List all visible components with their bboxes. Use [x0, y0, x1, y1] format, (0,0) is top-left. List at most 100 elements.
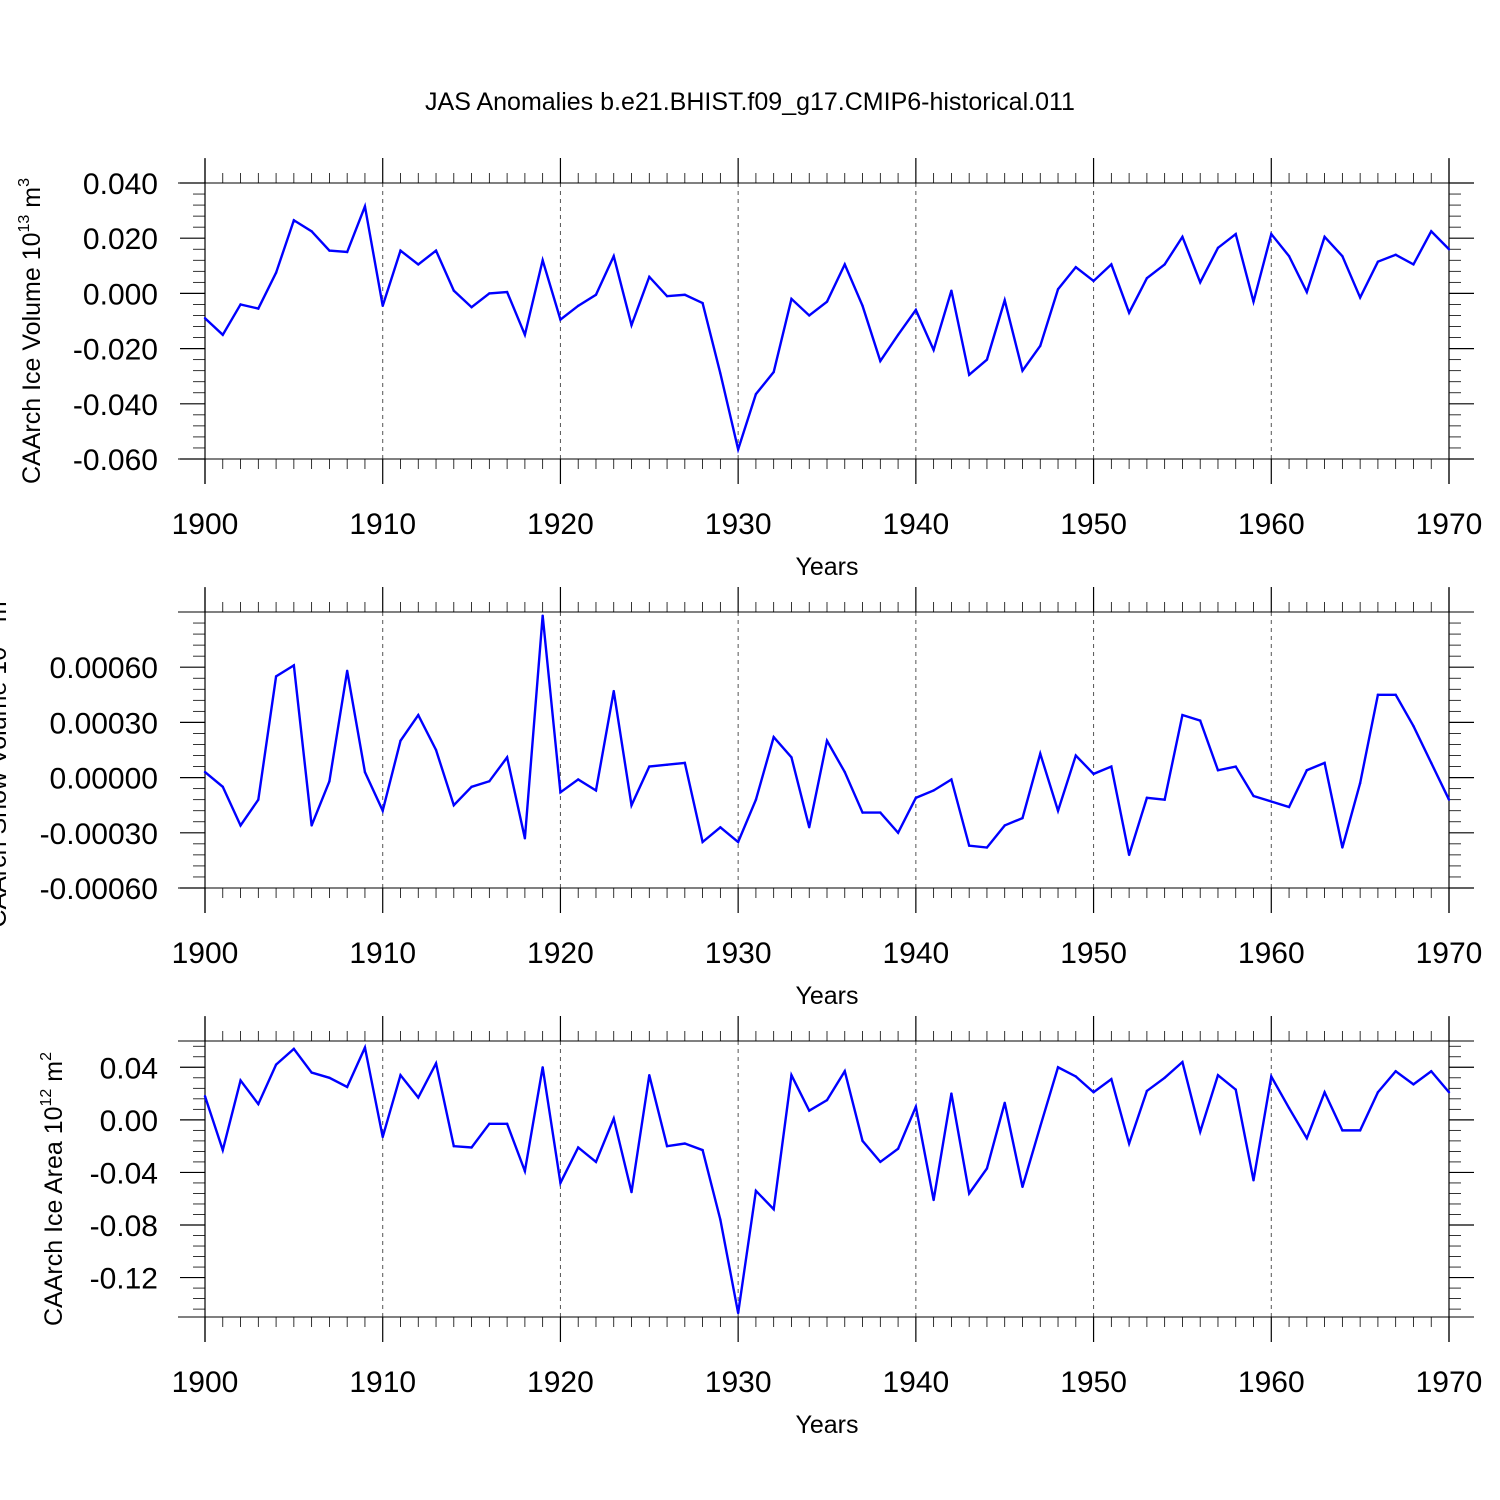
- x-tick-label: 1930: [705, 508, 772, 541]
- data-point: [221, 1148, 224, 1152]
- data-point: [896, 1147, 900, 1150]
- data-point: [630, 1190, 633, 1194]
- data-point: [1430, 1070, 1433, 1073]
- y-tick-label: 0.000: [83, 278, 158, 311]
- data-point: [488, 292, 491, 295]
- x-tick-label: 1970: [1416, 937, 1483, 970]
- y-axis-label: CAArch Snow Volume 1013 m3: [0, 592, 12, 927]
- data-point: [1163, 1076, 1166, 1080]
- data-point: [328, 249, 331, 252]
- x-tick-label: 1910: [349, 937, 416, 970]
- data-point: [1181, 1060, 1184, 1064]
- data-point: [1092, 772, 1095, 776]
- data-point: [257, 1102, 260, 1106]
- data-point: [808, 826, 811, 829]
- x-tick-label: 1920: [527, 1366, 594, 1399]
- y-tick-label: 0.04: [100, 1052, 158, 1085]
- x-tick-label: 1920: [527, 937, 594, 970]
- data-point: [1341, 846, 1344, 849]
- y-tick-label: 0.00000: [50, 763, 158, 796]
- data-point: [1163, 798, 1166, 801]
- data-point: [1199, 281, 1202, 284]
- data-point: [239, 1079, 242, 1082]
- data-point: [274, 1063, 278, 1066]
- y-tick-label: -0.08: [90, 1210, 158, 1243]
- x-tick-label: 1970: [1416, 1366, 1483, 1399]
- data-point: [594, 1160, 598, 1164]
- data-point: [1074, 265, 1078, 269]
- data-point: [434, 748, 438, 752]
- series-line: [203, 1043, 1450, 1314]
- data-point: [736, 840, 740, 844]
- data-point: [736, 448, 740, 451]
- data-point: [399, 739, 402, 742]
- data-point: [772, 370, 775, 374]
- data-point: [239, 824, 242, 827]
- data-point: [896, 831, 900, 834]
- data-point: [577, 304, 580, 308]
- data-point: [914, 308, 918, 312]
- data-point: [523, 837, 527, 840]
- data-point: [1056, 1066, 1060, 1069]
- data-point: [274, 271, 278, 274]
- data-point: [1234, 1088, 1237, 1091]
- data-point: [1252, 1179, 1255, 1182]
- data-point: [203, 1095, 207, 1098]
- data-point: [1181, 713, 1184, 717]
- data-point: [736, 1311, 740, 1315]
- y-axis-label-text: CAArch Ice Area 10: [40, 1106, 68, 1326]
- data-point: [808, 1109, 811, 1112]
- data-point: [790, 1073, 793, 1077]
- y-axis-label-unit-exponent: 2: [38, 1052, 55, 1061]
- data-point: [221, 333, 224, 336]
- data-point: [292, 664, 296, 667]
- data-point: [505, 1122, 509, 1126]
- data-point: [950, 778, 953, 781]
- x-tick-label: 1910: [349, 508, 416, 541]
- data-point: [1021, 1185, 1024, 1189]
- data-point: [754, 392, 758, 396]
- data-point: [1430, 761, 1433, 765]
- data-point: [1270, 1075, 1273, 1078]
- data-point: [665, 1144, 669, 1148]
- data-point: [1412, 1083, 1415, 1086]
- data-point: [1003, 299, 1006, 302]
- x-tick-label: 1950: [1060, 937, 1127, 970]
- data-point: [1358, 1129, 1362, 1132]
- data-point: [1358, 781, 1362, 785]
- data-point: [559, 1181, 562, 1185]
- x-tick-label: 1940: [882, 937, 949, 970]
- data-point: [701, 1148, 704, 1152]
- data-point: [1270, 800, 1273, 803]
- data-point: [1056, 809, 1060, 812]
- y-axis-label-unit: m: [18, 187, 46, 215]
- data-point: [1163, 263, 1166, 266]
- y-axis-label-unit: m: [40, 1061, 68, 1089]
- data-point: [843, 770, 846, 774]
- data-point: [879, 359, 882, 363]
- data-point: [417, 1096, 420, 1099]
- data-point: [1412, 724, 1415, 728]
- data-point: [683, 1142, 687, 1145]
- data-point: [825, 1098, 829, 1102]
- data-point: [1181, 235, 1184, 239]
- x-tick-label: 1960: [1238, 937, 1305, 970]
- data-point: [701, 840, 704, 844]
- data-point: [1216, 1073, 1220, 1077]
- data-point: [1376, 1091, 1380, 1094]
- data-point: [523, 1169, 527, 1173]
- data-point: [257, 798, 260, 801]
- y-tick-label: -0.040: [73, 389, 158, 422]
- data-point: [1323, 235, 1326, 239]
- data-point: [1021, 369, 1024, 372]
- data-point: [879, 1160, 882, 1164]
- data-point: [559, 318, 562, 321]
- data-point: [1039, 344, 1042, 348]
- y-tick-label: 0.00030: [50, 707, 158, 740]
- data-point: [1127, 311, 1131, 314]
- data-point: [1039, 1125, 1042, 1128]
- data-point: [221, 785, 224, 788]
- data-point: [630, 804, 633, 807]
- data-point: [1358, 296, 1362, 299]
- data-point: [1021, 816, 1024, 820]
